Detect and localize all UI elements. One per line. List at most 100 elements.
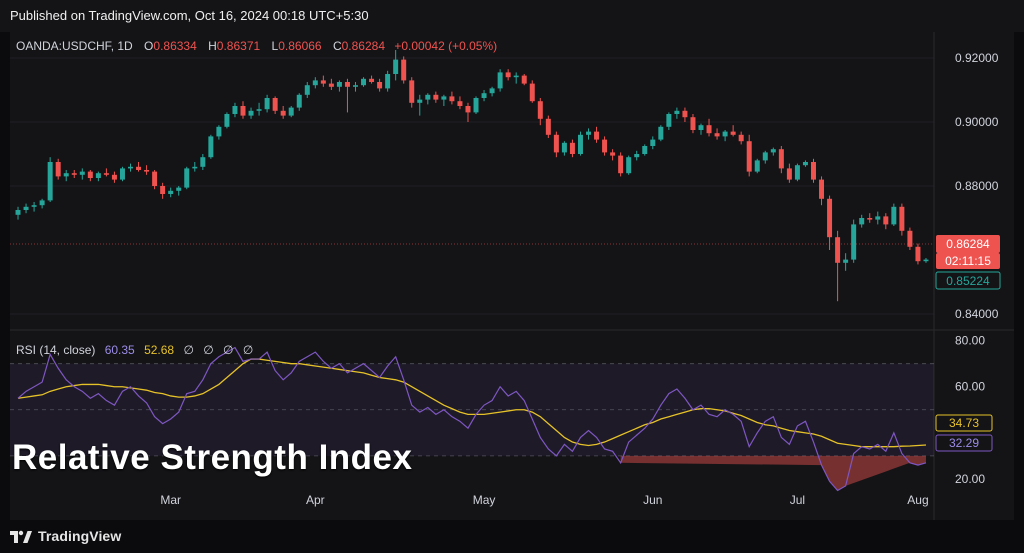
candle-body — [553, 134, 559, 153]
candle-body — [674, 110, 680, 114]
candle-body — [377, 82, 383, 89]
candle-body — [248, 110, 254, 116]
candle-body — [722, 131, 728, 137]
published-caption: Published on TradingView.com, Oct 16, 20… — [10, 8, 369, 23]
price-grid — [10, 57, 934, 315]
candle-body — [160, 186, 166, 194]
candle-body — [738, 134, 744, 142]
candle-body — [650, 139, 656, 146]
rsi-oversold-fill — [620, 455, 926, 491]
candle-body — [393, 59, 399, 74]
tradingview-logo-icon — [10, 530, 32, 543]
last-price-badge — [936, 235, 1000, 253]
candle-body — [449, 96, 455, 102]
candle-body — [811, 162, 816, 180]
candle-body — [505, 72, 511, 78]
price-tick-label: 0.90000 — [955, 115, 999, 129]
candle-body — [827, 198, 833, 238]
rsi-tick-label: 20.00 — [955, 472, 985, 486]
candle-body — [63, 173, 69, 177]
candle-body — [168, 190, 174, 194]
candle-body — [843, 259, 849, 263]
time-tick-label: May — [473, 493, 496, 507]
candles — [15, 50, 929, 302]
candle-body — [425, 94, 431, 100]
candle-body — [497, 72, 503, 89]
second-price-badge — [935, 271, 1001, 290]
candle-body — [176, 187, 182, 191]
price-tick-label: 0.84000 — [955, 307, 999, 321]
candle-body — [95, 173, 101, 178]
candle-body — [128, 166, 133, 169]
countdown-label: 02:11:15 — [945, 254, 991, 268]
candle-body — [23, 206, 29, 210]
candle-body — [39, 200, 45, 206]
candle-body — [642, 146, 648, 154]
candle-body — [369, 78, 375, 82]
candle-body — [344, 82, 350, 87]
candle-body — [152, 171, 158, 186]
candle-body — [770, 149, 776, 153]
candle-body — [706, 125, 712, 134]
candle-body — [634, 154, 640, 158]
candle-body — [594, 131, 600, 140]
candle-body — [915, 246, 921, 262]
rsi-value-label: 32.29 — [949, 436, 979, 450]
symbol-label[interactable]: OANDA:USDCHF, 1D O0.86334 H0.86371 L0.86… — [16, 39, 497, 53]
candle-body — [730, 131, 736, 135]
candle-body — [256, 109, 262, 111]
time-tick-label: Apr — [306, 493, 325, 507]
candle-body — [778, 149, 784, 169]
candle-body — [417, 99, 423, 103]
rsi-scale[interactable]: 80.00 60.00 20.00 — [955, 334, 985, 486]
rsi-header[interactable]: RSI (14, close) 60.35 52.68 ∅ ∅ ∅ ∅ — [16, 343, 253, 357]
candle-body — [71, 173, 77, 175]
tradingview-logo[interactable]: TradingView — [10, 528, 121, 544]
time-tick-label: Mar — [160, 493, 181, 507]
candle-body — [224, 114, 230, 127]
price-scale[interactable]: 0.92000 0.90000 0.88000 0.84000 — [955, 51, 999, 321]
candle-body — [851, 224, 857, 260]
candle-body — [698, 125, 704, 130]
candle-body — [682, 110, 688, 118]
candle-body — [602, 139, 608, 153]
rsi-tick-label: 60.00 — [955, 380, 985, 394]
candle-body — [666, 114, 672, 127]
chart-svg[interactable]: OANDA:USDCHF, 1D O0.86334 H0.86371 L0.86… — [10, 32, 1014, 520]
candle-body — [409, 80, 415, 103]
price-tick-label: 0.88000 — [955, 179, 999, 193]
candle-body — [907, 230, 913, 247]
candle-body — [883, 216, 889, 225]
candle-body — [328, 83, 334, 87]
chart-panel[interactable]: OANDA:USDCHF, 1D O0.86334 H0.86371 L0.86… — [10, 32, 1014, 520]
candle-body — [280, 110, 286, 116]
candle-body — [473, 98, 479, 113]
candle-body — [240, 106, 246, 116]
candle-body — [489, 88, 495, 94]
candle-body — [794, 165, 800, 180]
candle-body — [690, 117, 696, 130]
candle-body — [103, 173, 109, 175]
candle-body — [762, 152, 768, 161]
candle-body — [200, 157, 206, 167]
time-axis[interactable]: Mar Apr May Jun Jul Aug — [160, 493, 928, 507]
rsi-line — [17, 346, 927, 492]
candle-body — [31, 205, 37, 207]
candle-body — [119, 168, 125, 180]
rsi-ma-value-label: 34.73 — [949, 416, 979, 430]
candle-body — [312, 80, 318, 86]
candle-body — [577, 134, 583, 154]
countdown-badge — [936, 253, 1000, 269]
candle-body — [529, 83, 535, 102]
candle-body — [899, 206, 905, 231]
time-tick-label: Jul — [790, 493, 805, 507]
candle-body — [626, 157, 632, 174]
price-tick-label: 0.92000 — [955, 51, 999, 65]
candle-body — [802, 162, 808, 166]
candle-body — [867, 218, 873, 220]
candle-body — [136, 166, 142, 170]
candle-body — [232, 106, 238, 114]
time-tick-label: Aug — [907, 493, 928, 507]
candle-body — [87, 171, 93, 178]
candle-body — [835, 237, 841, 263]
